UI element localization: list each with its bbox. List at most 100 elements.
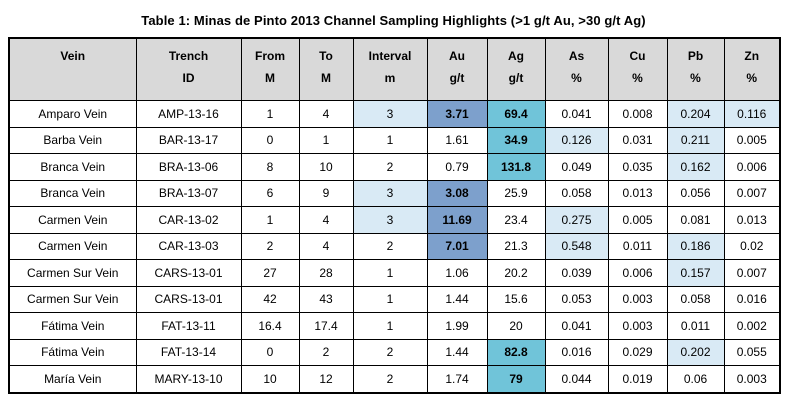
header-line1: Pb xyxy=(687,49,704,63)
cell-trench-id: CAR-13-03 xyxy=(135,232,242,260)
cell-from: 1 xyxy=(240,206,300,234)
cell-zn: 0.002 xyxy=(723,312,781,340)
cell-to: 28 xyxy=(298,259,354,287)
cell-zn: 0.02 xyxy=(723,232,781,260)
cell-to: 4 xyxy=(298,100,354,128)
cell-to: 12 xyxy=(298,365,354,393)
table-row: Carmen Sur Vein CARS-13-01 27 28 1 1.06 20.2 0.… xyxy=(8,259,781,287)
cell-from: 0 xyxy=(240,338,300,366)
header-line1: Ag xyxy=(508,49,524,63)
header-cell-au: Au g/t xyxy=(426,37,488,101)
header-cell-to: To M xyxy=(298,37,354,101)
cell-vein: Branca Vein xyxy=(8,153,137,181)
cell-vein: Carmen Vein xyxy=(8,206,137,234)
cell-to: 9 xyxy=(298,179,354,207)
cell-zn: 0.016 xyxy=(723,285,781,313)
header-line1: Interval xyxy=(368,49,412,63)
header-line2: % xyxy=(746,71,758,85)
header-line1: Vein xyxy=(60,49,86,63)
table-row: Branca Vein BRA-13-06 8 10 2 0.79 131.8 0.049 0.… xyxy=(8,153,781,181)
cell-au: 7.01 xyxy=(426,232,488,260)
cell-pb: 0.186 xyxy=(666,232,725,260)
cell-trench-id: FAT-13-11 xyxy=(135,312,242,340)
cell-pb: 0.011 xyxy=(666,312,725,340)
cell-pb: 0.162 xyxy=(666,153,725,181)
cell-to: 10 xyxy=(298,153,354,181)
cell-cu: 0.035 xyxy=(607,153,668,181)
header-cell-vein: Vein xyxy=(8,37,137,101)
cell-cu: 0.031 xyxy=(607,126,668,154)
cell-pb: 0.06 xyxy=(666,365,725,393)
cell-as: 0.041 xyxy=(544,312,609,340)
cell-trench-id: BRA-13-07 xyxy=(135,179,242,207)
cell-as: 0.016 xyxy=(544,338,609,366)
cell-cu: 0.005 xyxy=(607,206,668,234)
cell-vein: Barba Vein xyxy=(8,126,137,154)
cell-zn: 0.055 xyxy=(723,338,781,366)
header-line1: Zn xyxy=(744,49,760,63)
cell-as: 0.044 xyxy=(544,365,609,393)
cell-zn: 0.005 xyxy=(723,126,781,154)
table-body: Amparo Vein AMP-13-16 1 4 3 3.71 69.4 0.041 0.00… xyxy=(8,100,781,393)
cell-ag: 20.2 xyxy=(486,259,546,287)
cell-ag: 15.6 xyxy=(486,285,546,313)
table-row: Carmen Sur Vein CARS-13-01 42 43 1 1.44 15.6 0.… xyxy=(8,285,781,313)
table-row: Fátima Vein FAT-13-11 16.4 17.4 1 1.99 20 0.041… xyxy=(8,312,781,340)
header-line2: ID xyxy=(182,71,195,85)
cell-interval: 3 xyxy=(352,179,428,207)
header-line1: To xyxy=(319,49,333,63)
cell-au: 0.79 xyxy=(426,153,488,181)
cell-trench-id: BRA-13-06 xyxy=(135,153,242,181)
header-cell-pb: Pb% xyxy=(666,37,725,101)
cell-vein: María Vein xyxy=(8,365,137,393)
cell-interval: 1 xyxy=(352,126,428,154)
header-cell-interval: Interval m xyxy=(352,37,428,101)
table-row: María Vein MARY-13-10 10 12 2 1.74 79 0.044 0.01… xyxy=(8,365,781,393)
cell-ag: 21.3 xyxy=(486,232,546,260)
cell-from: 10 xyxy=(240,365,300,393)
cell-trench-id: AMP-13-16 xyxy=(135,100,242,128)
header-cell-cu: Cu% xyxy=(607,37,668,101)
cell-vein: Carmen Vein xyxy=(8,232,137,260)
cell-ag: 69.4 xyxy=(486,100,546,128)
cell-zn: 0.003 xyxy=(723,365,781,393)
cell-to: 2 xyxy=(298,338,354,366)
cell-interval: 3 xyxy=(352,100,428,128)
cell-au: 11.69 xyxy=(426,206,488,234)
cell-au: 1.74 xyxy=(426,365,488,393)
cell-cu: 0.011 xyxy=(607,232,668,260)
cell-from: 8 xyxy=(240,153,300,181)
cell-au: 1.06 xyxy=(426,259,488,287)
cell-from: 0 xyxy=(240,126,300,154)
cell-zn: 0.006 xyxy=(723,153,781,181)
cell-vein: Carmen Sur Vein xyxy=(8,259,137,287)
table-row: Carmen Vein CAR-13-03 2 4 2 7.01 21.3 0.548 0.01… xyxy=(8,232,781,260)
cell-vein: Branca Vein xyxy=(8,179,137,207)
cell-interval: 2 xyxy=(352,232,428,260)
header-line2: M xyxy=(265,71,275,85)
cell-au: 1.44 xyxy=(426,285,488,313)
cell-to: 4 xyxy=(298,206,354,234)
header-cell-trench-id: Trench ID xyxy=(135,37,242,101)
cell-cu: 0.006 xyxy=(607,259,668,287)
header-line1: Trench xyxy=(168,49,209,63)
header-line2: g/t xyxy=(449,71,465,85)
cell-vein: Amparo Vein xyxy=(8,100,137,128)
cell-zn: 0.013 xyxy=(723,206,781,234)
cell-au: 1.44 xyxy=(426,338,488,366)
header-line2: g/t xyxy=(508,71,524,85)
cell-ag: 34.9 xyxy=(486,126,546,154)
cell-as: 0.126 xyxy=(544,126,609,154)
cell-ag: 25.9 xyxy=(486,179,546,207)
table-header: Vein Trench ID From M To M Interval m Au g/t Ag g/t A… xyxy=(8,37,781,101)
cell-cu: 0.019 xyxy=(607,365,668,393)
cell-pb: 0.058 xyxy=(666,285,725,313)
cell-from: 16.4 xyxy=(240,312,300,340)
cell-ag: 131.8 xyxy=(486,153,546,181)
cell-ag: 20 xyxy=(486,312,546,340)
cell-interval: 2 xyxy=(352,365,428,393)
cell-trench-id: MARY-13-10 xyxy=(135,365,242,393)
cell-to: 1 xyxy=(298,126,354,154)
cell-to: 4 xyxy=(298,232,354,260)
cell-zn: 0.007 xyxy=(723,179,781,207)
